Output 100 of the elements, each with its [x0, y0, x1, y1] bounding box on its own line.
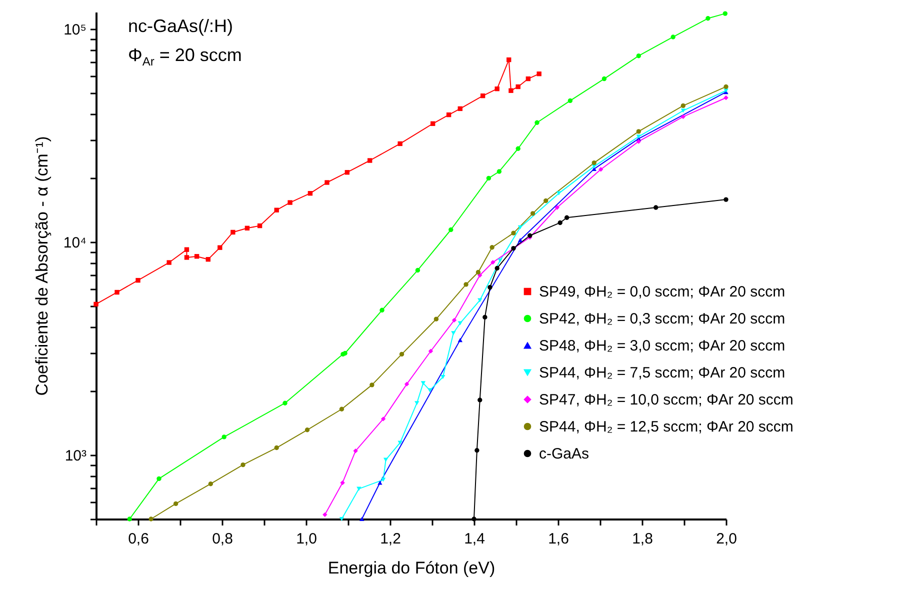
point — [518, 225, 523, 230]
point — [543, 198, 548, 204]
x-tick-label: 1,2 — [380, 530, 401, 548]
point — [378, 480, 382, 485]
x-tick-label: 0,8 — [212, 530, 233, 548]
point — [339, 406, 344, 412]
point — [480, 93, 486, 98]
point — [184, 247, 190, 252]
point — [367, 158, 372, 163]
point — [452, 318, 457, 323]
point — [568, 98, 573, 104]
legend-label: SP42, ΦH₂ = 0,3 sccm; ΦAr 20 sccm — [539, 310, 786, 328]
y-tick-label: 10⁴ — [63, 234, 86, 252]
legend-label: SP44, ΦH₂ = 12,5 sccm; ΦAr 20 sccm — [539, 418, 794, 436]
point — [360, 516, 364, 522]
legend-label: SP47, ΦH₂ = 10,0 sccm; ΦAr 20 sccm — [539, 392, 794, 408]
point — [244, 226, 250, 230]
point — [724, 84, 728, 90]
point — [724, 95, 728, 100]
point — [324, 180, 330, 185]
point — [680, 103, 686, 108]
point — [274, 445, 279, 450]
point — [511, 246, 516, 251]
point — [516, 146, 520, 151]
point — [482, 314, 488, 320]
point — [496, 169, 502, 174]
legend-label: SP48, ΦH₂ = 3,0 sccm; ΦAr 20 sccm — [539, 338, 786, 354]
x-axis-title: Energia do Fóton (eV) — [328, 558, 496, 578]
point — [508, 88, 514, 93]
point — [380, 416, 386, 422]
point — [339, 516, 344, 522]
point — [518, 238, 523, 242]
point — [434, 316, 439, 322]
legend-label: c-GaAs — [539, 446, 590, 462]
point — [448, 227, 454, 232]
x-tick-label: 2,0 — [716, 530, 737, 548]
point — [490, 245, 494, 250]
point — [494, 86, 500, 92]
point — [494, 266, 500, 271]
x-tick-label: 0,6 — [128, 530, 149, 548]
point — [530, 211, 536, 216]
point — [430, 121, 436, 126]
point — [451, 331, 456, 336]
point — [148, 516, 154, 522]
point — [472, 516, 476, 522]
point — [304, 428, 310, 432]
point — [476, 270, 481, 275]
point — [636, 129, 641, 134]
point — [114, 290, 120, 295]
point — [398, 141, 402, 146]
y-tick-label: 10³ — [64, 447, 86, 464]
x-tick-label: 1,8 — [632, 530, 653, 548]
point — [230, 230, 236, 235]
point — [670, 34, 676, 40]
point — [428, 348, 434, 354]
point — [636, 54, 641, 58]
point — [218, 245, 222, 250]
point — [680, 114, 686, 120]
point — [166, 260, 172, 265]
point — [415, 268, 420, 273]
point — [380, 478, 386, 482]
x-tick-label: 1,4 — [464, 530, 485, 548]
point — [322, 512, 328, 518]
point — [490, 260, 496, 265]
x-tick-label: 1,6 — [548, 530, 569, 548]
point — [654, 205, 658, 210]
point — [399, 352, 404, 357]
point — [534, 120, 540, 125]
legend-label: SP44, ΦH₂ = 7,5 sccm; ΦAr 20 sccm — [539, 364, 786, 382]
point — [383, 458, 388, 462]
annotation: nc-GaAs(/:H) — [128, 15, 234, 38]
point — [282, 400, 288, 406]
point — [564, 215, 570, 220]
point — [308, 190, 313, 196]
point — [173, 501, 178, 506]
point — [420, 381, 426, 386]
point — [458, 321, 462, 326]
y-axis-title: Coeficiente de Absorção - α (cm⁻¹) — [32, 136, 52, 396]
point — [127, 516, 132, 522]
point — [440, 374, 446, 380]
point — [206, 256, 210, 262]
point — [486, 176, 492, 181]
point — [446, 112, 452, 118]
point — [464, 282, 468, 287]
point — [722, 11, 728, 16]
point — [536, 71, 542, 76]
point — [340, 480, 345, 486]
point — [506, 57, 512, 62]
point — [458, 338, 462, 342]
point — [458, 106, 462, 112]
point — [370, 382, 374, 388]
point — [94, 302, 98, 307]
point — [488, 284, 492, 290]
point — [478, 298, 482, 302]
point — [380, 308, 384, 312]
point — [680, 108, 686, 113]
point — [257, 223, 262, 228]
point — [474, 448, 480, 453]
point — [240, 462, 246, 468]
point — [558, 220, 562, 226]
